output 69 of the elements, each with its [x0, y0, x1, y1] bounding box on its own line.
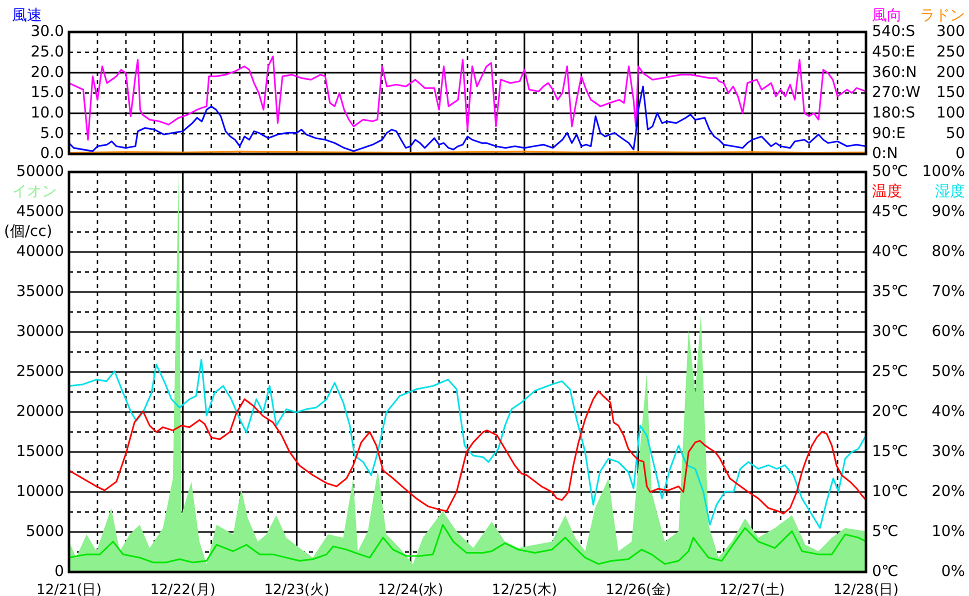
y2-tick-label: 15℃: [872, 442, 908, 460]
y3-tick-label: 0: [955, 144, 965, 162]
y-tick-label: 15000: [16, 442, 64, 460]
y2-axis-title: 温度: [872, 182, 902, 200]
y2-tick-label: 10℃: [872, 482, 908, 500]
x-tick-label: 12/28(日): [833, 582, 899, 596]
y-tick-label: 15.0: [30, 83, 64, 102]
y-tick-label: 35000: [16, 282, 64, 300]
y-tick-label: 40000: [16, 242, 64, 260]
x-tick-label: 12/24(水): [378, 582, 444, 596]
y2-tick-label: 0℃: [872, 562, 898, 580]
y2-tick-label: 45℃: [872, 202, 908, 220]
y3-tick-label: 100: [936, 103, 965, 122]
y3-tick-label: 90%: [932, 202, 965, 220]
y2-tick-label: 20℃: [872, 402, 908, 420]
x-tick-label: 12/26(金): [606, 582, 671, 596]
x-tick-label: 12/25(木): [492, 582, 558, 596]
text: (個/cc): [4, 222, 52, 240]
x-tick-label: 12/22(月): [150, 582, 216, 596]
y-axis-title: イオン: [12, 182, 57, 200]
y2-tick-label: 25℃: [872, 362, 908, 380]
y-tick-label: 30.0: [30, 22, 64, 40]
y-tick-label: 25.0: [30, 42, 64, 60]
y-tick-label: 25000: [16, 362, 64, 380]
y-tick-label: 10.0: [30, 103, 64, 122]
y3-tick-label: 80%: [932, 242, 965, 260]
y2-tick-label: 450:E: [872, 42, 916, 60]
y2-tick-label: 30℃: [872, 322, 908, 340]
y3-tick-label: 50%: [932, 362, 965, 380]
y3-tick-label: 70%: [932, 282, 965, 300]
y2-tick-label: 180:S: [872, 103, 916, 122]
y2-tick-label: 50℃: [872, 162, 908, 180]
y3-tick-label: 40%: [932, 402, 965, 420]
y-tick-label: 5.0: [40, 124, 64, 142]
y3-axis-title: 湿度: [935, 182, 965, 200]
y-tick-label: 5000: [26, 522, 64, 540]
y-axis-title: 風速: [12, 6, 42, 24]
y2-tick-label: 270:W: [872, 83, 921, 102]
x-tick-label: 12/23(火): [264, 582, 330, 596]
y2-tick-label: 90:E: [872, 124, 906, 142]
y-tick-label: 50000: [16, 162, 64, 180]
y3-axis-title: ラドン: [920, 6, 965, 24]
y3-tick-label: 60%: [932, 322, 965, 340]
y3-tick-label: 20%: [932, 482, 965, 500]
y-tick-label: 30000: [16, 322, 64, 340]
y2-tick-label: 35℃: [872, 282, 908, 300]
x-tick-label: 12/27(土): [720, 582, 785, 596]
y2-tick-label: 540:S: [872, 22, 916, 40]
y3-tick-label: 50: [946, 124, 965, 142]
y3-tick-label: 100%: [922, 162, 965, 180]
y-tick-label: 45000: [16, 202, 64, 220]
y-tick-label: 0.0: [40, 144, 64, 162]
y3-tick-label: 10%: [932, 522, 965, 540]
y-tick-label: 10000: [16, 482, 64, 500]
y2-tick-label: 5℃: [872, 522, 898, 540]
x-tick-label: 12/21(日): [36, 582, 102, 596]
y-tick-label: 20.0: [30, 62, 64, 81]
y-tick-label: 20000: [16, 402, 64, 420]
y2-tick-label: 360:N: [872, 62, 917, 81]
y-tick-label: 0: [54, 562, 64, 580]
y3-tick-label: 150: [936, 83, 965, 102]
y3-tick-label: 300: [936, 22, 965, 40]
y3-tick-label: 200: [936, 62, 965, 81]
y3-tick-label: 0%: [941, 562, 965, 580]
y2-axis-title: 風向: [872, 6, 902, 24]
y2-tick-label: 0:N: [872, 144, 898, 162]
y3-tick-label: 30%: [932, 442, 965, 460]
y2-tick-label: 40℃: [872, 242, 908, 260]
y3-tick-label: 250: [936, 42, 965, 60]
